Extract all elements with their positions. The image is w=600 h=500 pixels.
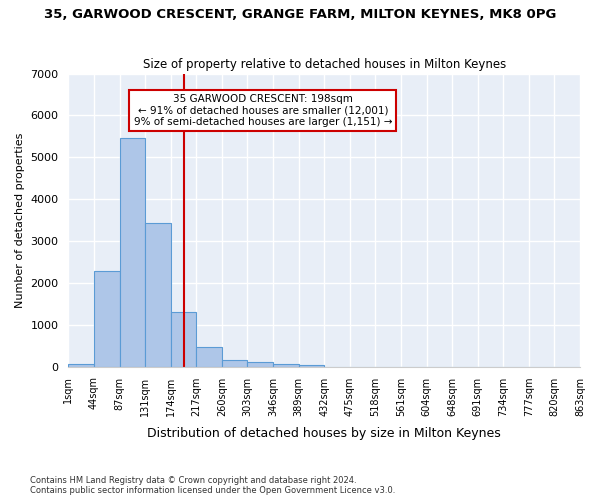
Bar	[145, 223, 171, 366]
Text: 35, GARWOOD CRESCENT, GRANGE FARM, MILTON KEYNES, MK8 0PG: 35, GARWOOD CRESCENT, GRANGE FARM, MILTO…	[44, 8, 556, 20]
Title: Size of property relative to detached houses in Milton Keynes: Size of property relative to detached ho…	[143, 58, 506, 71]
X-axis label: Distribution of detached houses by size in Milton Keynes: Distribution of detached houses by size …	[148, 427, 501, 440]
Bar	[119, 138, 145, 366]
Bar	[273, 364, 299, 366]
Text: Contains HM Land Registry data © Crown copyright and database right 2024.
Contai: Contains HM Land Registry data © Crown c…	[30, 476, 395, 495]
Bar	[247, 362, 273, 366]
Text: 35 GARWOOD CRESCENT: 198sqm
← 91% of detached houses are smaller (12,001)
9% of : 35 GARWOOD CRESCENT: 198sqm ← 91% of det…	[134, 94, 392, 128]
Bar	[196, 348, 222, 366]
Bar	[222, 360, 247, 366]
Bar	[171, 312, 196, 366]
Bar	[299, 365, 324, 366]
Y-axis label: Number of detached properties: Number of detached properties	[15, 132, 25, 308]
Bar	[68, 364, 94, 366]
Bar	[94, 271, 119, 366]
